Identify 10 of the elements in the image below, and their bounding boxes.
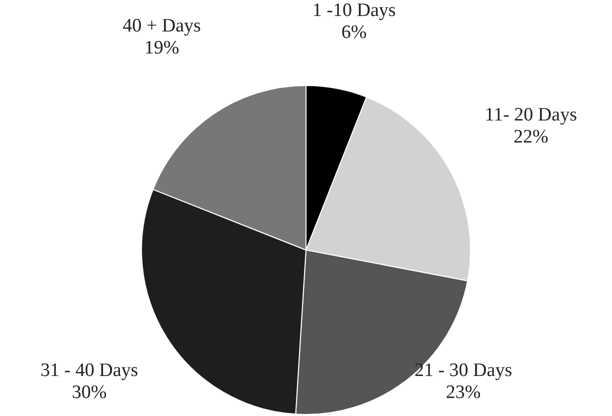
slice-label: 11- 20 Days <box>484 104 577 126</box>
slice-label: 21 - 30 Days <box>414 360 512 381</box>
data-label: 22% <box>513 126 548 148</box>
data-label: 19% <box>144 38 180 59</box>
data-label: 6% <box>341 22 367 43</box>
slice-label: 1 -10 Days <box>312 0 396 21</box>
slice-label: 31 - 40 Days <box>40 360 138 381</box>
data-label: 23% <box>446 382 481 403</box>
slice-label: 40 + Days <box>122 16 201 37</box>
data-label: 30% <box>72 382 107 403</box>
